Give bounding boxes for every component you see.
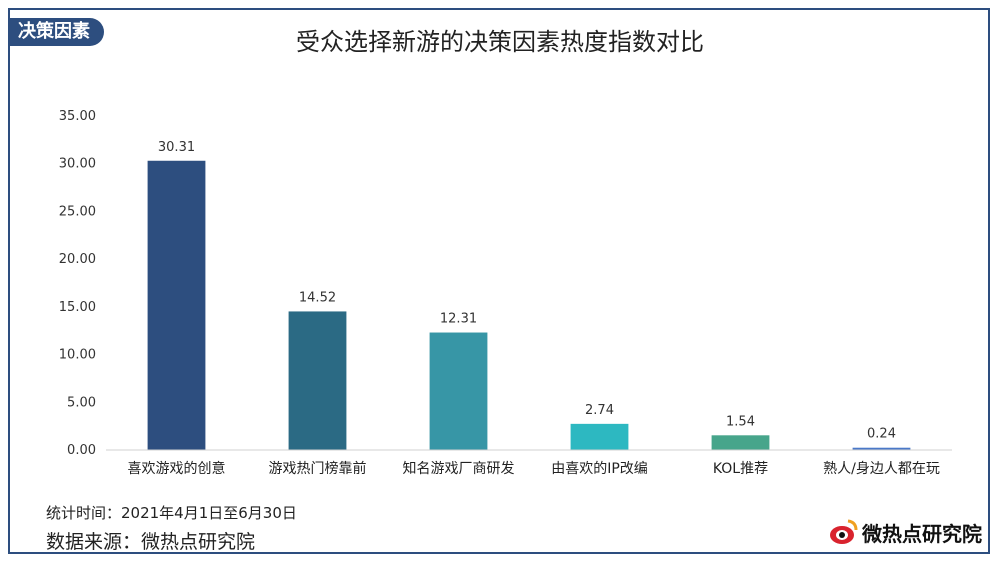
section-tag: 决策因素 — [8, 18, 104, 46]
y-tick-label: 30.00 — [59, 157, 96, 172]
y-axis: 0.00 5.00 10.00 15.00 20.00 25.00 30.00 35.00 — [59, 109, 96, 458]
bar-value-label: 30.31 — [158, 140, 195, 155]
x-category-label: 喜欢游戏的创意 — [128, 460, 226, 477]
bar — [429, 332, 488, 450]
x-category-label: 游戏热门榜靠前 — [269, 460, 367, 477]
y-tick-label: 10.00 — [59, 348, 96, 363]
bar-value-label: 14.52 — [299, 290, 336, 305]
stat-period: 统计时间：2021年4月1日至6月30日 — [46, 504, 297, 522]
weibo-eye-icon — [830, 519, 858, 544]
brand-logo: 微热点研究院 — [828, 515, 982, 549]
bars-group: 30.31 14.52 12.31 2.74 1.54 0.24 — [147, 140, 911, 451]
chart-frame — [8, 8, 990, 554]
y-tick-label: 0.00 — [67, 443, 96, 458]
x-category-label: KOL推荐 — [713, 461, 768, 477]
x-axis: 喜欢游戏的创意 游戏热门榜靠前 知名游戏厂商研发 由喜欢的IP改编 KOL推荐 熟人/身边… — [128, 460, 940, 477]
logo-text: 微热点研究院 — [862, 521, 982, 546]
bar-value-label: 2.74 — [585, 403, 614, 418]
bar — [570, 423, 629, 450]
bar — [711, 435, 770, 450]
x-category-label: 知名游戏厂商研发 — [403, 460, 515, 477]
bar-value-label: 12.31 — [440, 312, 477, 327]
y-tick-label: 15.00 — [59, 300, 96, 315]
bar — [852, 447, 911, 450]
y-tick-label: 25.00 — [59, 204, 96, 219]
y-tick-label: 5.00 — [67, 395, 96, 410]
data-source: 数据来源：微热点研究院 — [46, 531, 256, 553]
y-tick-label: 20.00 — [59, 252, 96, 267]
chart-title: 受众选择新游的决策因素热度指数对比 — [296, 28, 704, 56]
x-category-label: 熟人/身边人都在玩 — [823, 461, 940, 477]
bar — [288, 311, 347, 450]
bar-value-label: 0.24 — [867, 427, 896, 442]
x-category-label: 由喜欢的IP改编 — [551, 461, 648, 477]
bar-value-label: 1.54 — [726, 414, 755, 429]
bar — [147, 160, 206, 451]
y-tick-label: 35.00 — [59, 109, 96, 124]
